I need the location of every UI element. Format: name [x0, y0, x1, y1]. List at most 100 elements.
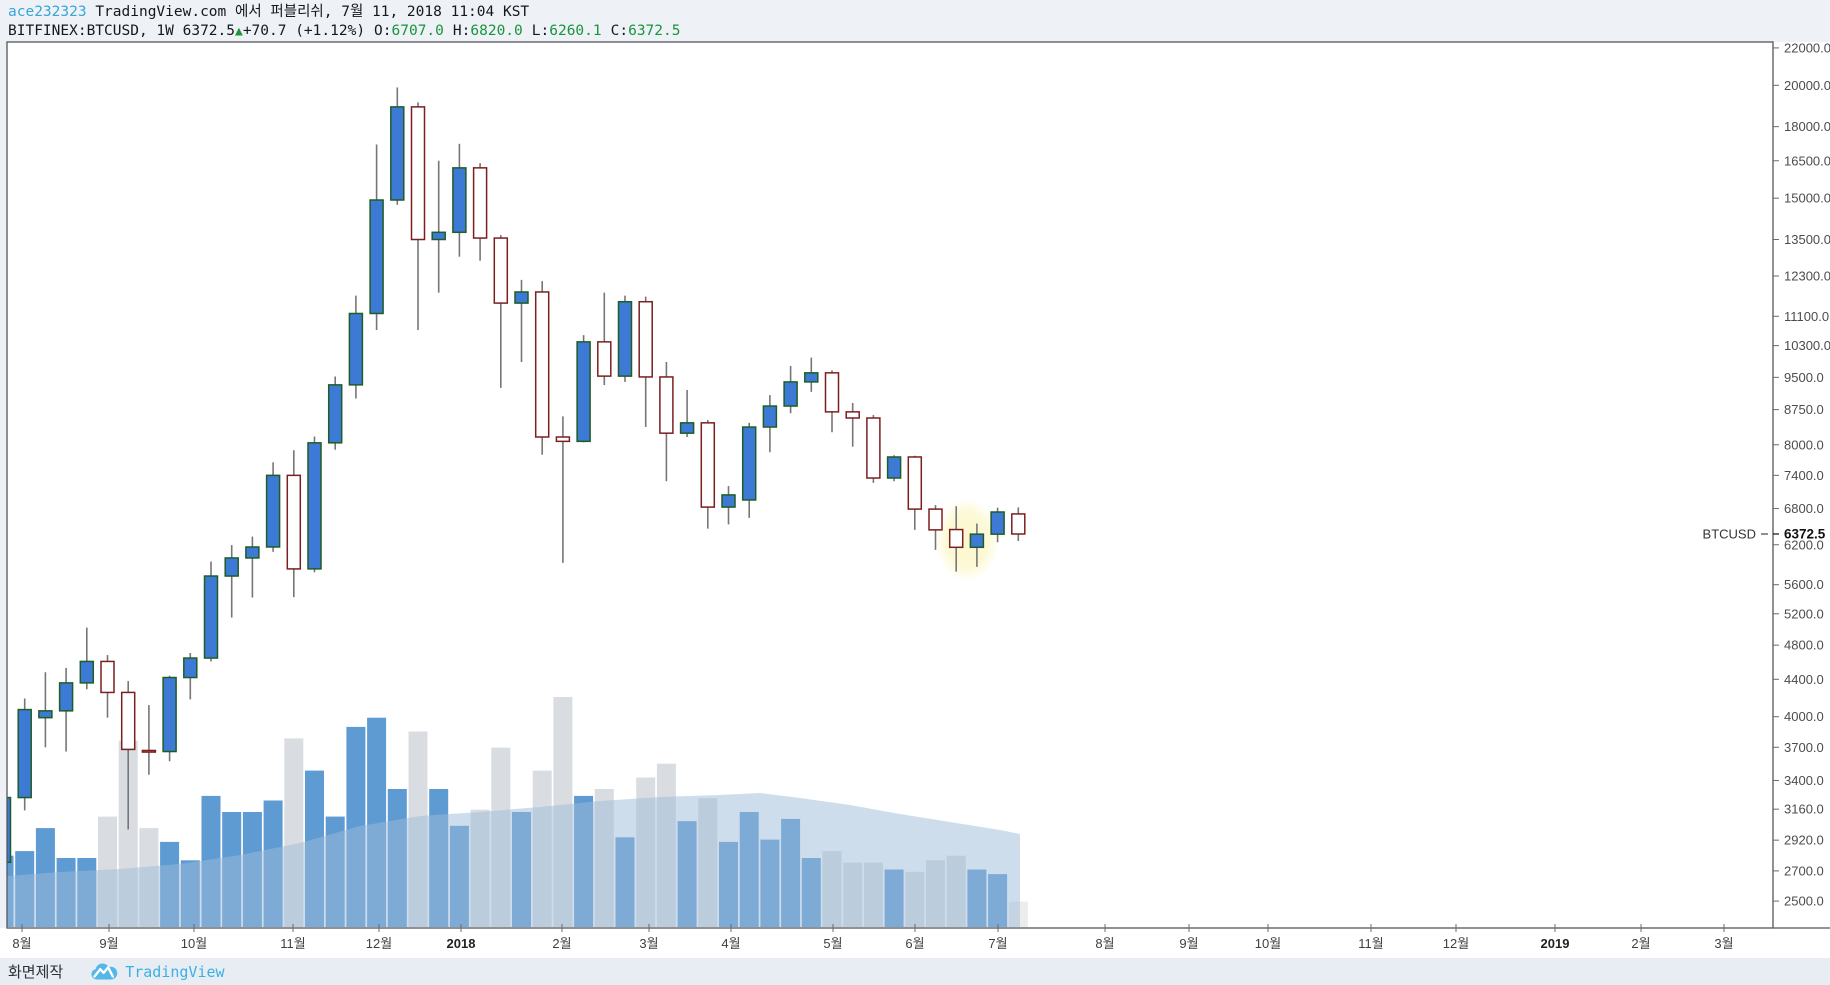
- price-tick-label: 3400.0: [1784, 773, 1824, 788]
- candle-body: [679, 422, 695, 434]
- candle-body: [514, 291, 529, 304]
- open-value: 6707.0: [391, 23, 444, 39]
- chart-header: ace232323 TradingView.com 에서 퍼블리쉬, 7월 11…: [0, 0, 1830, 42]
- candle-body: [638, 300, 653, 378]
- year-label: 2019: [1541, 936, 1570, 951]
- plot-content: [7, 87, 1028, 927]
- year-label: 2018: [447, 936, 476, 951]
- candle-body: [390, 106, 405, 201]
- price-tick-label: 4400.0: [1784, 672, 1824, 687]
- price-tick-label: 9500.0: [1784, 370, 1824, 385]
- candle-body: [990, 511, 1005, 535]
- candle-body: [472, 167, 488, 239]
- month-label: 7월: [988, 936, 1007, 951]
- candle-body: [162, 676, 177, 753]
- candle-body: [38, 710, 53, 719]
- price-tick-label: 3700.0: [1784, 740, 1824, 755]
- candle-body: [79, 660, 95, 684]
- candle-body: [886, 456, 902, 479]
- price-axis-strip: [1773, 42, 1830, 958]
- price-tick-label: 8000.0: [1784, 437, 1824, 452]
- candle-body: [265, 474, 281, 548]
- close-value: 6372.5: [628, 23, 681, 39]
- candle-body: [141, 749, 157, 753]
- price-tick-label: 15000.0: [1784, 191, 1830, 206]
- price-tick-label: 3160.0: [1784, 802, 1824, 817]
- publish-line: ace232323 TradingView.com 에서 퍼블리쉬, 7월 11…: [8, 3, 1830, 22]
- month-label: 9월: [1179, 936, 1198, 951]
- candle-body: [327, 384, 343, 444]
- month-label: 12월: [366, 936, 392, 951]
- price-tick-label: 22000.0: [1784, 40, 1830, 55]
- candle-body: [721, 494, 736, 508]
- price-tick-label: 13500.0: [1784, 232, 1830, 247]
- price-tick-label: 2500.0: [1784, 894, 1824, 909]
- candle-body: [866, 417, 881, 479]
- low-value: 6260.1: [549, 23, 602, 39]
- up-arrow-icon: ▲: [235, 24, 243, 39]
- price-tick-label: 5200.0: [1784, 606, 1824, 621]
- candle-body: [348, 312, 364, 386]
- month-label: 10월: [181, 936, 207, 951]
- price-tick-label: 10300.0: [1784, 338, 1830, 353]
- price-tick-label: 8750.0: [1784, 402, 1824, 417]
- price-tick-label: 12300.0: [1784, 269, 1830, 284]
- close-label: C:: [610, 23, 629, 39]
- made-with-label: 화면제작: [8, 963, 64, 981]
- candle-body: [493, 237, 509, 304]
- month-label: 6월: [905, 936, 924, 951]
- month-label: 4월: [721, 936, 740, 951]
- plot-border: [6, 41, 1774, 929]
- time-axis-strip: [0, 928, 1830, 958]
- candle-body: [1011, 513, 1026, 535]
- area-overlay: [7, 793, 1020, 927]
- candle-body: [804, 372, 819, 383]
- candle-body: [307, 442, 322, 570]
- candle-body: [928, 508, 943, 531]
- candle-body: [783, 381, 798, 407]
- month-label: 2월: [552, 936, 571, 951]
- candle-body: [659, 376, 674, 434]
- candle-body: [845, 411, 860, 419]
- price-tick-label: 16500.0: [1784, 153, 1830, 168]
- last-price: 6372.5: [182, 23, 235, 39]
- candle-body: [762, 405, 778, 428]
- candle-body: [203, 575, 219, 659]
- symbol-text: BITFINEX:BTCUSD, 1W: [8, 23, 174, 39]
- username-link[interactable]: ace232323: [8, 4, 87, 20]
- candle-body: [58, 682, 74, 712]
- month-label: 8월: [12, 936, 31, 951]
- candle-body: [948, 528, 964, 549]
- footer-bar: 화면제작 TradingView: [0, 958, 1830, 985]
- symbol-ohlc-line: BITFINEX:BTCUSD, 1W 6372.5▲+70.7 (+1.12%…: [8, 22, 1830, 41]
- price-tick-label: 6800.0: [1784, 501, 1824, 516]
- price-tick-label: 11100.0: [1784, 309, 1829, 324]
- month-label: 11월: [280, 936, 305, 951]
- low-label: L:: [531, 23, 550, 39]
- high-value: 6820.0: [470, 23, 523, 39]
- candle-body: [700, 422, 716, 508]
- month-label: 2월: [1631, 936, 1650, 951]
- month-label: 9월: [99, 936, 118, 951]
- candle-body: [907, 456, 923, 510]
- month-label: 12월: [1443, 936, 1469, 951]
- candle-body: [452, 167, 467, 234]
- tradingview-logo-icon: [91, 963, 118, 980]
- highlight-ellipse: [935, 498, 999, 582]
- price-tick-label: 6200.0: [1784, 537, 1824, 552]
- price-tick-label: 7400.0: [1784, 468, 1824, 483]
- tradingview-brand-link[interactable]: TradingView: [125, 962, 225, 981]
- month-label: 3월: [639, 936, 658, 951]
- month-label: 10월: [1255, 936, 1281, 951]
- candle-body: [741, 426, 757, 501]
- candle-body: [597, 341, 612, 377]
- candle-body: [369, 199, 384, 315]
- candle-body: [617, 300, 633, 377]
- candle-body: [534, 291, 550, 438]
- price-tick-label: 4800.0: [1784, 638, 1824, 653]
- symbol-price-label: BTCUSD: [1703, 527, 1756, 542]
- candle-body: [286, 474, 302, 570]
- candle-body: [410, 106, 426, 241]
- price-tick-label: 5600.0: [1784, 577, 1824, 592]
